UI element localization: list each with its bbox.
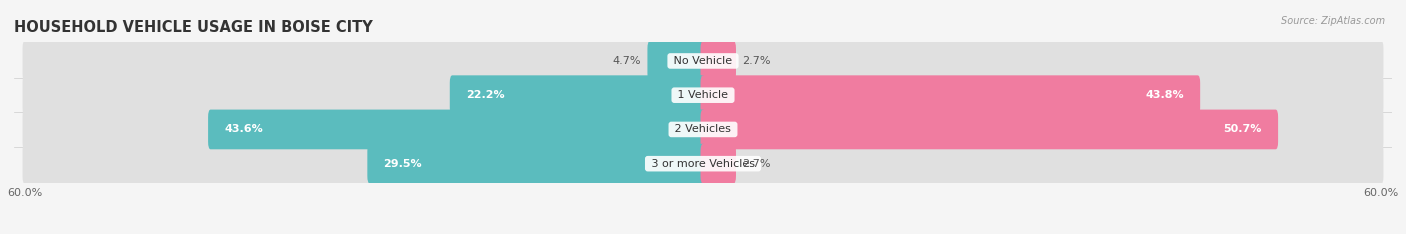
Text: No Vehicle: No Vehicle: [671, 56, 735, 66]
FancyBboxPatch shape: [700, 75, 1201, 115]
FancyBboxPatch shape: [647, 41, 706, 81]
FancyBboxPatch shape: [367, 144, 706, 183]
Text: 50.7%: 50.7%: [1223, 124, 1263, 135]
FancyBboxPatch shape: [208, 110, 706, 149]
FancyBboxPatch shape: [22, 109, 1384, 150]
FancyBboxPatch shape: [22, 143, 1384, 185]
Text: 29.5%: 29.5%: [384, 159, 422, 169]
FancyBboxPatch shape: [700, 110, 1278, 149]
Text: Source: ZipAtlas.com: Source: ZipAtlas.com: [1281, 16, 1385, 26]
Text: 1 Vehicle: 1 Vehicle: [675, 90, 731, 100]
Text: 22.2%: 22.2%: [465, 90, 505, 100]
Text: 2.7%: 2.7%: [742, 159, 770, 169]
Text: 2 Vehicles: 2 Vehicles: [671, 124, 735, 135]
FancyBboxPatch shape: [700, 41, 735, 81]
Text: 2.7%: 2.7%: [742, 56, 770, 66]
FancyBboxPatch shape: [700, 144, 735, 183]
FancyBboxPatch shape: [22, 74, 1384, 116]
Text: 43.8%: 43.8%: [1146, 90, 1184, 100]
FancyBboxPatch shape: [22, 40, 1384, 82]
FancyBboxPatch shape: [450, 75, 706, 115]
Text: 4.7%: 4.7%: [613, 56, 641, 66]
Text: 3 or more Vehicles: 3 or more Vehicles: [648, 159, 758, 169]
Text: 43.6%: 43.6%: [224, 124, 263, 135]
Text: HOUSEHOLD VEHICLE USAGE IN BOISE CITY: HOUSEHOLD VEHICLE USAGE IN BOISE CITY: [14, 20, 373, 35]
